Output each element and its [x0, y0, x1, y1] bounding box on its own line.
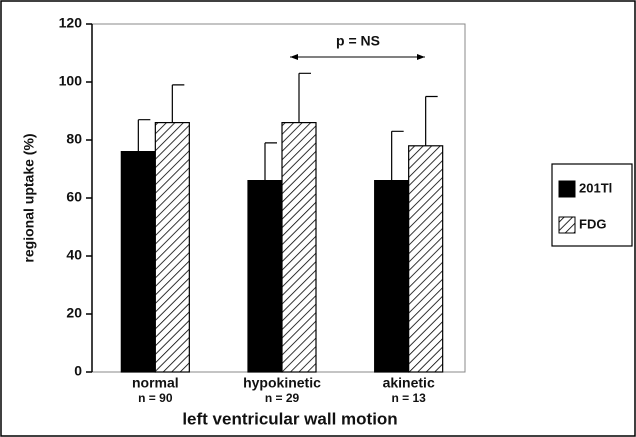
y-tick-label: 0 — [74, 363, 82, 379]
error-bar — [264, 142, 277, 181]
annotation: p = NS — [336, 33, 380, 49]
bar — [120, 151, 156, 373]
x-tick-note: n = 90 — [138, 391, 173, 405]
x-tick-label: hypokinetic — [243, 375, 321, 391]
bar — [408, 145, 444, 373]
legend-label: 201Tl — [579, 180, 612, 195]
error-bar — [137, 119, 151, 152]
y-tick-label: 120 — [59, 15, 83, 31]
legend-swatch — [558, 216, 576, 234]
legend-label: FDG — [579, 216, 606, 231]
x-tick-label: akinetic — [383, 375, 435, 391]
bar — [247, 180, 283, 373]
y-tick-label: 100 — [59, 73, 83, 89]
legend-box — [551, 163, 633, 247]
y-axis-label: regional uptake (%) — [21, 133, 37, 262]
error-bar — [425, 95, 438, 146]
bar — [154, 121, 190, 373]
x-axis-label: left ventricular wall motion — [182, 409, 397, 428]
y-tick-label: 60 — [66, 189, 82, 205]
y-tick-label: 80 — [66, 131, 82, 147]
error-bar — [391, 130, 404, 181]
y-tick-label: 20 — [66, 305, 82, 321]
error-bar — [171, 84, 185, 123]
x-tick-note: n = 13 — [391, 391, 426, 405]
legend-swatch — [558, 180, 576, 198]
x-tick-note: n = 29 — [265, 391, 300, 405]
x-tick-label: normal — [132, 375, 179, 391]
y-tick-label: 40 — [66, 247, 82, 263]
error-bar — [298, 72, 311, 123]
bar — [374, 180, 410, 373]
bar — [281, 121, 317, 373]
